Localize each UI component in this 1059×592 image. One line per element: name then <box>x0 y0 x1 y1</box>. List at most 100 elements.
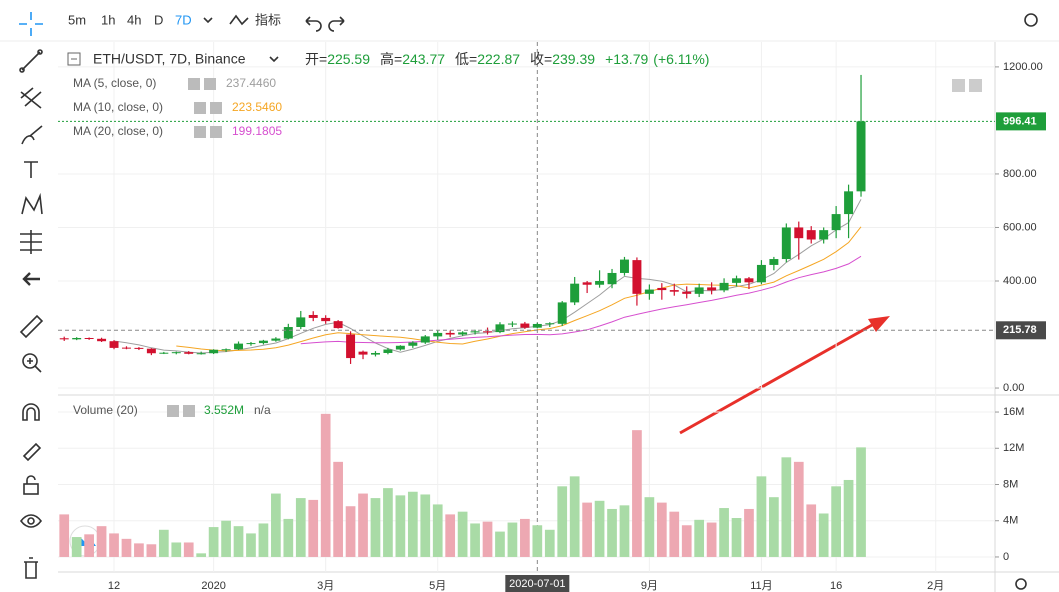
candle-body <box>844 191 854 215</box>
candle-body <box>308 314 318 318</box>
interval[interactable]: 4h <box>127 12 141 27</box>
settings[interactable] <box>1024 13 1038 27</box>
trash-tool[interactable] <box>24 557 38 579</box>
time-settings[interactable] <box>1015 578 1027 590</box>
x-tick-label: 5月 <box>429 580 446 592</box>
undo[interactable] <box>305 16 322 32</box>
candle-body <box>694 287 704 294</box>
volume-bar <box>370 498 381 557</box>
ohlc-part: (+6.11%) <box>653 51 709 67</box>
volume-name: Volume (20) <box>73 403 138 417</box>
scroll-down[interactable] <box>952 79 965 92</box>
zoom-tool[interactable] <box>22 353 42 373</box>
volume-bar <box>744 508 754 557</box>
candle-body <box>395 345 405 350</box>
candle-body <box>545 323 555 325</box>
candle-body <box>644 289 654 294</box>
line-tool[interactable] <box>19 49 43 73</box>
annotation-arrow <box>679 316 890 435</box>
ma-eye[interactable] <box>194 102 206 114</box>
interval-menu[interactable] <box>203 17 213 24</box>
ohlc-part: 收= <box>530 51 552 67</box>
channel-tool[interactable] <box>20 87 42 109</box>
candle-body <box>408 342 418 346</box>
candle-body <box>607 272 617 285</box>
ma-close[interactable] <box>204 78 216 90</box>
interval[interactable]: 1h <box>101 12 115 27</box>
volume-bar <box>146 544 157 557</box>
ma-value: 223.5460 <box>232 100 282 114</box>
candle-body <box>532 323 542 328</box>
candle-body <box>258 340 268 344</box>
brush-tool[interactable] <box>21 125 43 145</box>
x-tick-label: 16 <box>830 580 842 592</box>
volume-bar <box>719 508 729 557</box>
ma-close[interactable] <box>210 126 222 138</box>
x-tick-label: 2020 <box>201 580 225 592</box>
fib-tool[interactable] <box>20 230 42 254</box>
volume-bar <box>843 479 854 557</box>
volume-bar <box>134 543 144 557</box>
candle-body <box>333 321 343 329</box>
volume-extra: n/a <box>254 403 271 417</box>
volume-bar <box>84 534 94 557</box>
candle-body <box>744 278 754 283</box>
back-tool[interactable] <box>22 272 40 286</box>
lock-draw-tool[interactable] <box>22 442 42 462</box>
redo[interactable] <box>328 16 345 32</box>
candle-body <box>657 287 667 291</box>
volume-bar <box>445 514 456 557</box>
ohlc-legend: 开=225.59 高=243.77 低=222.87 收=239.39 +13.79 (+… <box>305 51 709 67</box>
text-tool[interactable] <box>24 161 38 178</box>
ma-close[interactable] <box>210 102 222 114</box>
indicator-icon[interactable] <box>229 14 249 26</box>
interval[interactable]: 7D <box>175 12 192 27</box>
candle-body <box>819 230 829 240</box>
candle-body <box>756 264 766 283</box>
ma-eye[interactable] <box>194 126 206 138</box>
candle-body <box>582 282 592 285</box>
scroll-up[interactable] <box>969 79 982 92</box>
ohlc-part: 低= <box>455 51 477 67</box>
candle-body <box>109 341 119 348</box>
volume-bar <box>308 499 319 557</box>
candle-body <box>707 287 717 291</box>
candle-body <box>321 317 331 322</box>
indicators[interactable]: 指标 <box>255 12 281 27</box>
crosshair-tool[interactable] <box>19 12 43 36</box>
volume-tick-label: 16M <box>1003 406 1024 418</box>
candle-body <box>283 327 293 339</box>
candle-body <box>159 352 169 354</box>
y-tick-label: 400.00 <box>1003 275 1037 287</box>
candle-body <box>483 331 493 333</box>
volume-bar <box>246 533 256 557</box>
candle-body <box>619 259 629 273</box>
candle-body <box>72 337 82 340</box>
pattern-tool[interactable] <box>21 192 43 215</box>
volume-eye[interactable] <box>167 405 179 417</box>
volume-tick-label: 4M <box>1003 515 1018 527</box>
y-tick-label: 1200.00 <box>1003 61 1043 73</box>
magnet-tool[interactable] <box>22 403 40 421</box>
candle-body <box>146 348 156 354</box>
collapse-icon[interactable] <box>67 52 81 66</box>
symbol-menu[interactable] <box>269 56 279 63</box>
candle-body <box>296 317 306 328</box>
ruler-tool[interactable] <box>19 314 44 339</box>
ma-eye[interactable] <box>188 78 200 90</box>
volume-bar <box>569 476 580 557</box>
interval[interactable]: D <box>154 12 163 27</box>
lock-tool[interactable] <box>23 475 39 495</box>
ma-name: MA (20, close, 0) <box>73 124 163 138</box>
crosshair-price-box <box>996 321 1046 340</box>
volume-bar <box>806 504 817 557</box>
volume-bar <box>769 497 779 557</box>
volume-tick-label: 8M <box>1003 478 1018 490</box>
visibility-tool[interactable] <box>19 514 43 528</box>
candle-body <box>209 349 219 354</box>
volume-close[interactable] <box>183 405 195 417</box>
candle-body <box>246 343 256 345</box>
ma-line <box>176 226 862 352</box>
interval[interactable]: 5m <box>68 12 86 27</box>
volume-bar <box>221 520 231 557</box>
